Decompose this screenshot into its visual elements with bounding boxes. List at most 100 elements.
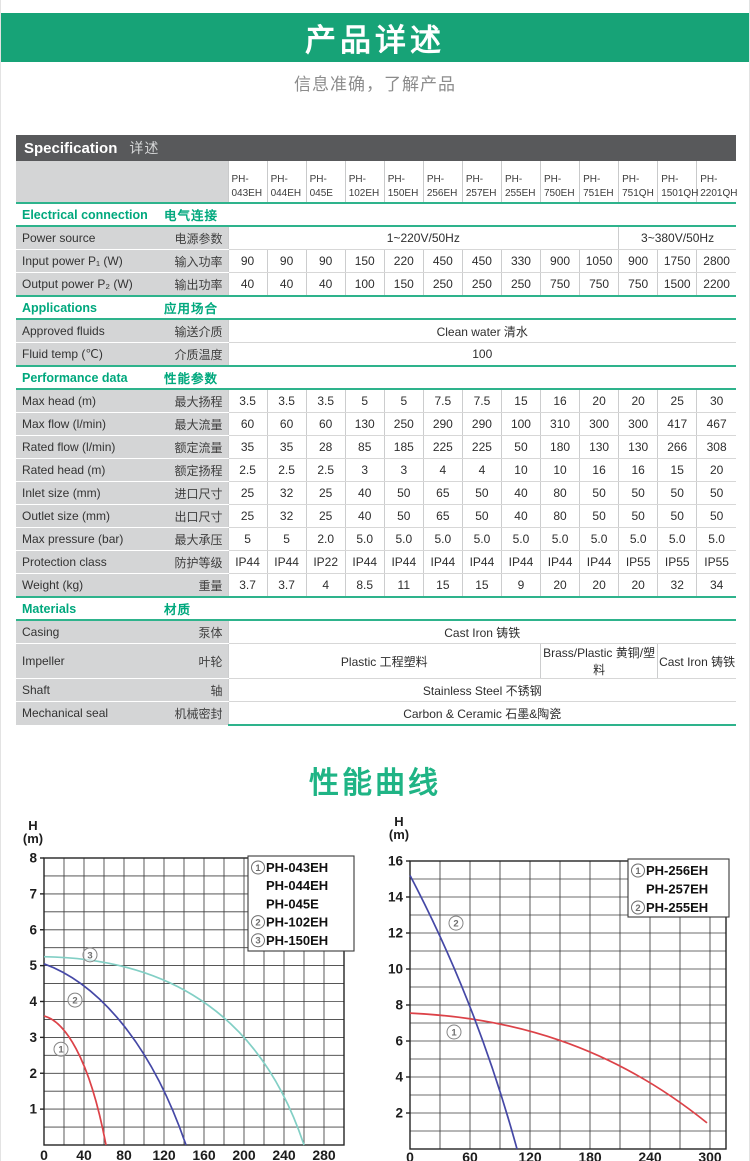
model-header-cell: PH- 044EH xyxy=(266,161,307,203)
spec-row-label: Weight (kg) 重量 xyxy=(16,574,228,596)
model-code: 256EH xyxy=(426,187,458,199)
spec-value-cell: 80 xyxy=(539,481,580,505)
spec-value-cell: IP44 xyxy=(383,550,424,574)
spec-value-cell: 225 xyxy=(422,435,463,459)
y-axis-tick-label: 4 xyxy=(29,994,37,1009)
spec-value-cell: 180 xyxy=(539,435,580,459)
row-label-zh: 机械密封 xyxy=(174,706,223,721)
spec-value-cell: 16 xyxy=(539,389,580,413)
spec-row-label: Inlet size (mm) 进口尺寸 xyxy=(16,482,228,504)
spec-value-cell: 5 xyxy=(383,389,424,413)
legend-number-circle xyxy=(251,860,265,875)
spec-value-cell: 1050 xyxy=(579,249,619,273)
spec-value-cell: IP44 xyxy=(344,550,385,574)
row-label-zh: 最大流量 xyxy=(174,417,223,432)
spec-value-cell: 50 xyxy=(579,481,619,505)
spec-row-label-cell: Power source 电源参数 xyxy=(16,226,228,250)
spec-value-cell: 90 xyxy=(266,249,307,273)
spec-data-row: Inlet size (mm) 进口尺寸 25 32 25 40 50 65 50 40 80 50 5… xyxy=(16,481,736,505)
spec-value-cell: 50 xyxy=(618,481,658,505)
model-code: 150EH xyxy=(387,187,419,199)
spec-value-cell: 5.0 xyxy=(696,527,736,551)
model-header-corner-cell xyxy=(16,161,228,203)
y-axis-tick-label: 14 xyxy=(388,890,404,905)
spec-row-label: Rated flow (l/min) 额定流量 xyxy=(16,436,228,458)
spec-row-label-cell: Mechanical seal 机械密封 xyxy=(16,701,228,726)
y-axis-title: H xyxy=(394,814,403,829)
row-label-zh: 重量 xyxy=(198,578,223,593)
row-label-zh: 进口尺寸 xyxy=(174,486,223,501)
spec-value-cell: IP55 xyxy=(618,550,658,574)
section-label-zh: 电气连接 xyxy=(164,209,219,223)
model-code: 2201QH xyxy=(700,187,738,199)
row-label-en: Approved fluids xyxy=(22,324,105,338)
spec-value-cell: 40 xyxy=(266,272,307,297)
spec-value-cell: 15 xyxy=(657,458,697,482)
model-code: 102EH xyxy=(348,187,380,199)
spec-value-cell: Plastic 工程塑料 xyxy=(227,643,541,679)
spec-value-cell: Carbon & Ceramic 石墨&陶瓷 xyxy=(227,701,736,726)
curve-number-marker xyxy=(448,915,464,931)
model-code: 255EH xyxy=(504,187,536,199)
spec-value-cell: 40 xyxy=(227,272,268,297)
model-code: 045E xyxy=(309,187,333,199)
spec-value-cell: 750 xyxy=(539,272,580,297)
model-code: 751EH xyxy=(583,187,614,199)
row-label-zh: 电源参数 xyxy=(174,231,223,246)
y-axis-title: (m) xyxy=(389,827,409,842)
spec-value-cell: 20 xyxy=(618,573,658,598)
curve-number-text: 2 xyxy=(453,919,458,930)
section-label-zh: 性能参数 xyxy=(164,372,219,386)
spec-value-cell: 8.5 xyxy=(344,573,385,598)
performance-curves-heading: 性能曲线 xyxy=(309,767,441,800)
spec-value-cell: 50 xyxy=(657,481,697,505)
spec-data-row: Outlet size (mm) 出口尺寸 25 32 25 40 50 65 50 40 80 50… xyxy=(16,504,736,528)
model-prefix: PH- xyxy=(622,174,640,185)
legend-entry-label: PH-257EH xyxy=(646,882,708,897)
spec-value-cell: 20 xyxy=(539,573,580,598)
model-prefix: PH- xyxy=(465,174,484,185)
model-header-cell: PH- 1501QH xyxy=(657,161,698,203)
spec-value-cell: 50 xyxy=(696,481,736,505)
section-label-zh: 材质 xyxy=(164,603,192,617)
spec-value-cell: 5.0 xyxy=(500,527,541,551)
spec-value-cell: 900 xyxy=(539,249,580,273)
spec-value-cell: 250 xyxy=(383,412,424,436)
spec-row-label-cell: Protection class 防护等级 xyxy=(16,550,228,574)
legend-number-text: 3 xyxy=(255,936,260,947)
spec-section-cell: Performance data 性能参数 xyxy=(16,365,736,390)
model-prefix: PH- xyxy=(309,174,327,185)
legend-entry-label: PH-256EH xyxy=(646,863,708,878)
legend-entry-label: PH-255EH xyxy=(646,900,708,915)
spec-value-cell: 15 xyxy=(422,573,463,598)
model-prefix: PH- xyxy=(426,174,445,185)
spec-value-cell: 16 xyxy=(618,458,658,482)
spec-value-cell: 25 xyxy=(657,389,697,413)
spec-value-cell: 290 xyxy=(422,412,463,436)
model-code: 751QH xyxy=(622,187,654,199)
spec-value-cell: 20 xyxy=(696,458,736,482)
model-prefix: PH- xyxy=(700,174,718,185)
legend-entry-label: PH-044EH xyxy=(266,878,328,893)
spec-section-row: Applications 应用场合 xyxy=(16,295,736,320)
spec-row-label-cell: Rated head (m) 额定扬程 xyxy=(16,458,228,482)
y-axis-tick-label: 2 xyxy=(395,1106,403,1121)
spec-value-cell: IP44 xyxy=(266,550,307,574)
model-header-cell: PH- 256EH xyxy=(422,161,463,203)
spec-section-label: Performance data 性能参数 xyxy=(16,368,736,387)
row-label-zh: 轴 xyxy=(210,683,223,698)
row-label-zh: 防护等级 xyxy=(174,555,223,570)
spec-data-row: Max pressure (bar) 最大承压 5 5 2.0 5.0 5.0 5.0 5.0 5… xyxy=(16,527,736,551)
spec-value-cell: 50 xyxy=(657,504,697,528)
spec-value-cell: 65 xyxy=(422,481,463,505)
spec-value-cell: 308 xyxy=(696,435,736,459)
spec-value-cell: 32 xyxy=(266,481,307,505)
y-axis-tick-label: 2 xyxy=(29,1066,37,1081)
spec-value-cell: 2.5 xyxy=(266,458,307,482)
spec-value-cell: 20 xyxy=(579,389,619,413)
spec-row-label: Outlet size (mm) 出口尺寸 xyxy=(16,505,228,527)
legend-number-text: 2 xyxy=(255,917,260,928)
spec-data-row: Input power P₁ (W) 输入功率 90 90 90 150 220 450 450… xyxy=(16,249,736,273)
model-header-row: PH- 043EH PH- 044EH PH- 045E PH- 102EH PH- 150EH P… xyxy=(16,161,738,203)
